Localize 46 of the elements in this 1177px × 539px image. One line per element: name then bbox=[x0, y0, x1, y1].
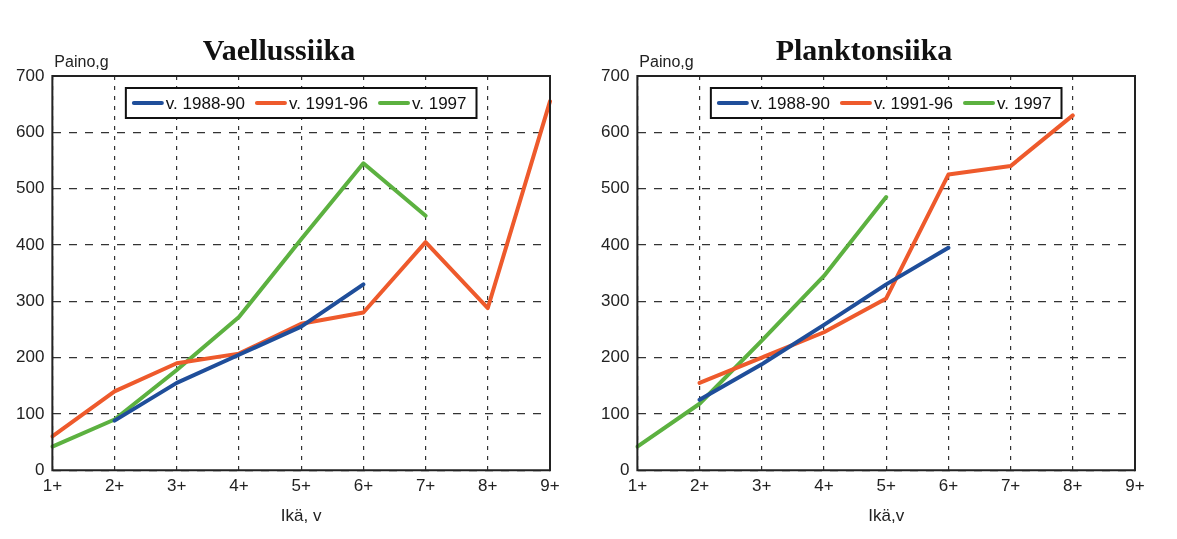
x-tick-label: 5+ bbox=[876, 476, 896, 496]
y-tick-label: 300 bbox=[600, 290, 630, 310]
y-tick-label: 500 bbox=[15, 178, 45, 198]
y-tick-label: 400 bbox=[15, 234, 45, 254]
legend-label: v. 1991-96 bbox=[873, 93, 954, 113]
x-tick-label: 8+ bbox=[478, 476, 498, 496]
x-tick-label: 8+ bbox=[1063, 476, 1083, 496]
x-tick-label: 1+ bbox=[627, 476, 648, 496]
y-tick-label: 700 bbox=[15, 65, 45, 85]
x-tick-label: 1+ bbox=[42, 476, 63, 496]
y-tick-label: 200 bbox=[15, 347, 45, 367]
y-axis-title: Paino,g bbox=[54, 53, 109, 71]
y-tick-label: 100 bbox=[600, 403, 630, 423]
x-tick-label: 5+ bbox=[291, 476, 311, 496]
x-tick-label: 9+ bbox=[1125, 476, 1145, 496]
y-tick-label: 500 bbox=[600, 178, 630, 198]
legend-label: v. 1988-90 bbox=[750, 93, 830, 113]
y-tick-label: 200 bbox=[600, 347, 630, 367]
y-tick-label: 300 bbox=[15, 290, 45, 310]
x-tick-label: 9+ bbox=[540, 476, 560, 496]
y-tick-label: 100 bbox=[15, 403, 45, 423]
x-tick-label: 7+ bbox=[1000, 476, 1021, 496]
y-tick-label: 0 bbox=[619, 459, 630, 479]
x-tick-label: 4+ bbox=[229, 476, 249, 496]
x-axis-title: Ikä,v bbox=[868, 506, 905, 526]
x-tick-label: 7+ bbox=[415, 476, 436, 496]
legend-label: v. 1997 bbox=[412, 93, 467, 113]
x-tick-label: 2+ bbox=[104, 476, 125, 496]
x-tick-label: 6+ bbox=[353, 476, 374, 496]
x-axis-title: Ikä, v bbox=[280, 506, 322, 526]
y-axis-title: Paino,g bbox=[639, 53, 694, 71]
legend-label: v. 1991-96 bbox=[288, 93, 369, 113]
y-tick-label: 600 bbox=[600, 122, 630, 141]
legend-label: v. 1997 bbox=[997, 93, 1052, 113]
y-tick-label: 0 bbox=[34, 459, 45, 479]
x-tick-label: 2+ bbox=[689, 476, 710, 496]
chart-title: Planktonsiika bbox=[775, 32, 953, 66]
y-tick-label: 400 bbox=[600, 234, 630, 254]
x-tick-label: 6+ bbox=[938, 476, 959, 496]
chart-title: Vaellussiika bbox=[202, 32, 356, 66]
x-tick-label: 3+ bbox=[752, 476, 772, 496]
x-tick-label: 4+ bbox=[814, 476, 834, 496]
legend-label: v. 1988-90 bbox=[165, 93, 245, 113]
x-tick-label: 3+ bbox=[167, 476, 187, 496]
y-tick-label: 600 bbox=[15, 122, 45, 141]
y-tick-label: 700 bbox=[600, 65, 630, 85]
